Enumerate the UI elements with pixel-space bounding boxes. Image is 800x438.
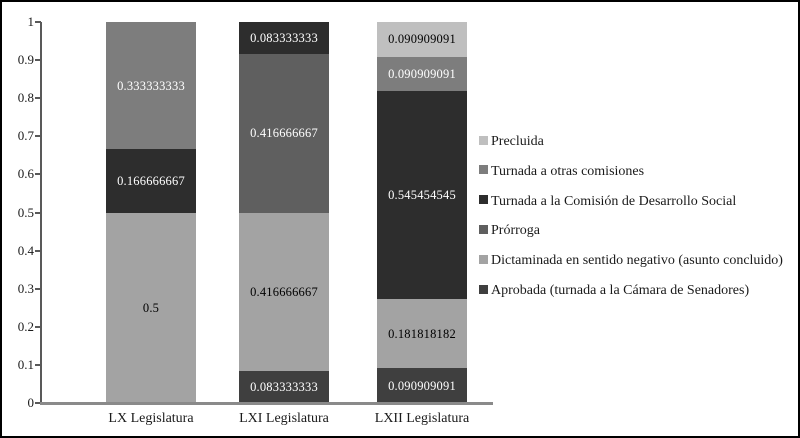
y-axis-tick	[35, 211, 41, 214]
bar-segment-label: 0.083333333	[250, 30, 318, 45]
y-axis-tick	[35, 363, 41, 366]
legend-label: Precluida	[491, 134, 544, 149]
legend-item: Aprobada (turnada a la Cámara de Senador…	[479, 282, 749, 300]
x-axis-category-label: LXI Legislatura	[239, 411, 329, 426]
legend-swatch-icon	[479, 224, 488, 234]
y-axis-tick-label: 0	[27, 395, 35, 410]
legend-item: Turnada a otras comisiones	[479, 163, 644, 181]
legend-label: Turnada a otras comisiones	[491, 163, 645, 179]
legend-label: Prórroga	[491, 223, 540, 239]
bar-segment-label: 0.545454545	[388, 188, 456, 203]
legend-item: Prórroga	[479, 222, 540, 240]
bar-segment	[377, 91, 467, 300]
y-axis-tick-label: 0.1	[17, 356, 34, 372]
bar-segment-label: 0.090909091	[388, 66, 456, 81]
legend-swatch-icon	[479, 135, 488, 145]
bar-segment	[106, 149, 196, 213]
legend-label: Turnada a la Comisión de Desarrollo Soci…	[491, 193, 737, 209]
y-axis-tick-label: 0.8	[17, 90, 34, 106]
x-axis-category-label: LX Legislatura	[108, 411, 194, 426]
legend-item: Precluida	[479, 133, 544, 151]
legend-label: Dictaminada en sentido negativo (asunto …	[491, 253, 783, 269]
bar-segment	[239, 371, 329, 403]
y-axis-tick-label: 0.9	[17, 52, 34, 68]
bar-segment	[106, 22, 196, 149]
y-axis-tick-label: 0.5	[17, 204, 34, 220]
legend-item: Dictaminada en sentido negativo (asunto …	[479, 252, 783, 270]
y-axis-tick-label: 0.6	[17, 166, 34, 182]
legend-swatch-icon	[479, 195, 488, 205]
y-axis-line	[40, 22, 42, 405]
bar-segment	[377, 299, 467, 369]
x-axis-category-label: LXII Legislatura	[374, 411, 470, 426]
bar-segment-label: 0.333333333	[117, 78, 185, 93]
y-axis-tick	[35, 402, 41, 404]
legend-swatch-icon	[479, 254, 488, 264]
y-axis-tick-label: 0.4	[17, 242, 34, 258]
y-axis-tick-label: 0.3	[17, 280, 34, 296]
bar-segment	[106, 212, 196, 403]
bar-segment-label: 0.5	[142, 300, 160, 315]
bar-segment	[377, 368, 467, 403]
legend-swatch-icon	[479, 284, 488, 294]
y-axis-tick	[35, 287, 41, 290]
bar-segment-label: 0.416666667	[250, 126, 318, 141]
legend-item: Turnada a la Comisión de Desarrollo Soci…	[479, 193, 736, 211]
bar-segment	[239, 53, 329, 213]
y-axis-tick	[35, 21, 41, 23]
bar-segment-label: 0.181818182	[388, 326, 456, 341]
bar-segment	[377, 22, 467, 57]
y-axis-tick	[35, 97, 41, 100]
y-axis-tick-label: 1	[27, 14, 35, 29]
legend-swatch-icon	[479, 165, 488, 175]
bar-segment	[239, 212, 329, 372]
y-axis-tick-label: 0.2	[17, 318, 34, 334]
bar-segment	[377, 56, 467, 92]
y-axis-tick	[35, 59, 41, 62]
bar-segment	[239, 22, 329, 54]
bar-segment-label: 0.083333333	[250, 380, 318, 395]
y-axis-tick-label: 0.7	[17, 128, 34, 144]
bar-segment-label: 0.090909091	[388, 32, 456, 47]
y-axis-tick	[35, 325, 41, 328]
bar-segment-label: 0.166666667	[117, 173, 185, 188]
bar-segment-label: 0.416666667	[250, 284, 318, 299]
y-axis-tick	[35, 249, 41, 252]
legend-label: Aprobada (turnada a la Cámara de Senador…	[491, 283, 750, 298]
bar-segment-label: 0.090909091	[388, 378, 456, 393]
y-axis-tick	[35, 135, 41, 138]
y-axis-tick	[35, 173, 41, 176]
x-axis-line	[40, 402, 493, 405]
